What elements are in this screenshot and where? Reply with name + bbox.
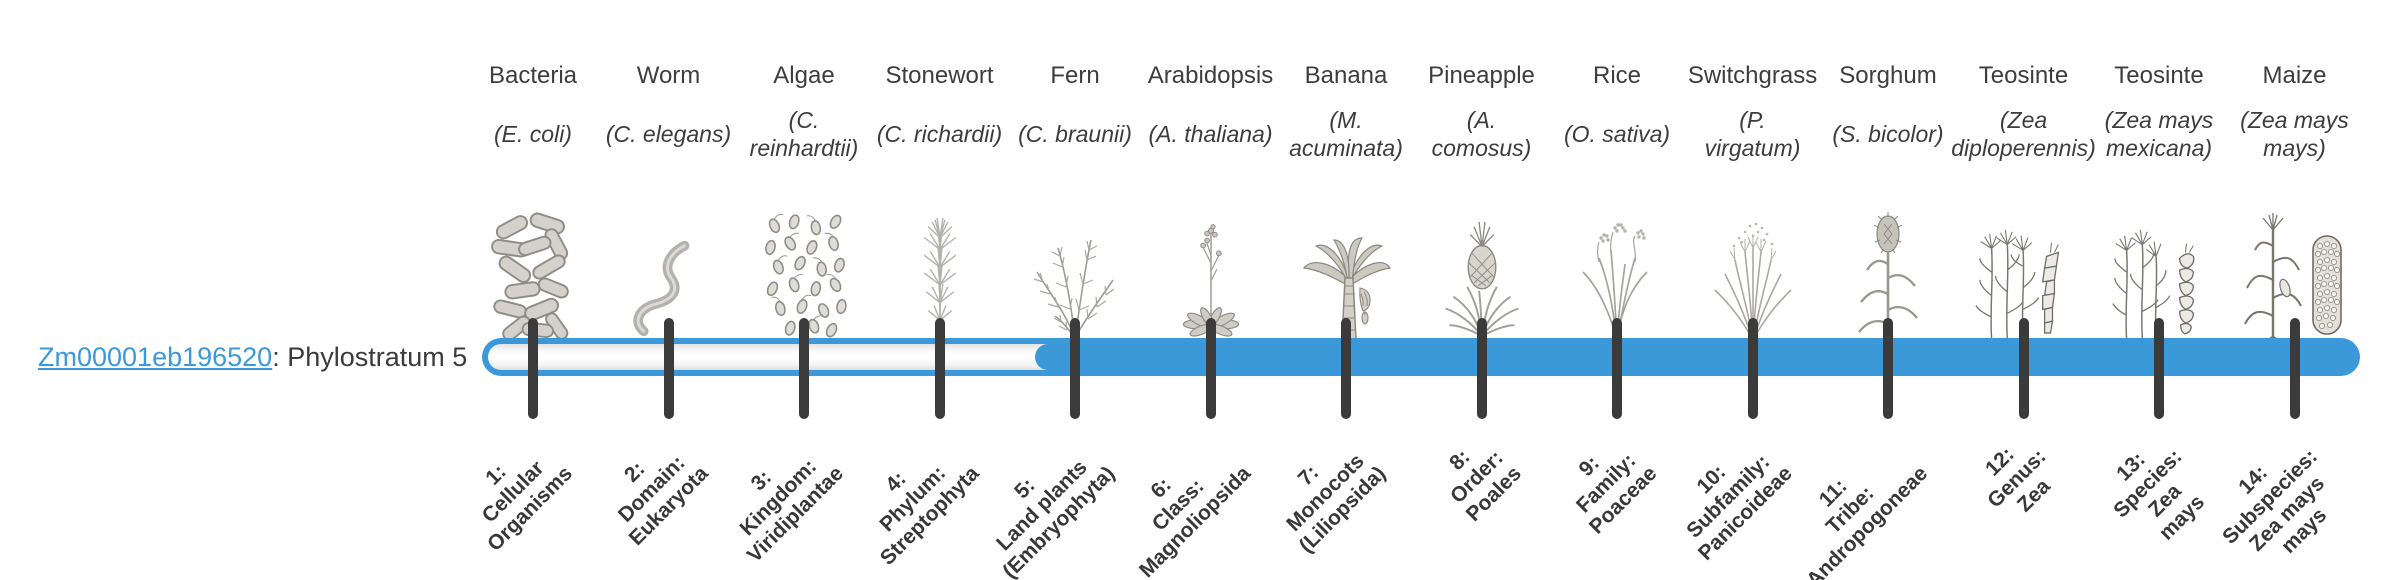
organism-name: Teosinte — [2114, 62, 2204, 89]
organism-column-14: Maize (Zea mays mays) — [2227, 62, 2363, 340]
organism-latin-name: (P. virgatum) — [1704, 107, 1801, 161]
organism-name: Maize — [2262, 62, 2327, 89]
organism-name: Teosinte — [1978, 62, 2069, 89]
phylostratum-label-12: 12: Genus: Zea — [1981, 442, 2055, 517]
phylostratum-tick-4 — [934, 318, 945, 419]
organism-column-5: Fern (C. braunii) — [1007, 62, 1143, 340]
organism-column-13: Teosinte (Zea mays mexicana) — [2091, 62, 2227, 340]
organism-column-8: Pineapple (A. comosus) — [1414, 62, 1550, 340]
organism-column-10: Switchgrass (P. virgatum) — [1685, 62, 1821, 340]
organism-name: Pineapple — [1428, 62, 1535, 89]
organism-name: Algae — [773, 62, 835, 89]
organism-latin-name: (Zea mays mays) — [2240, 107, 2349, 161]
phylostratum-tick-7 — [1341, 318, 1351, 419]
gene-label: Zm00001eb196520: Phylostratum 5 — [38, 342, 467, 372]
teosinte-icon — [1974, 229, 2059, 339]
teosinte1-illustration — [1944, 178, 2104, 340]
phylostratum-tick-10 — [1747, 318, 1758, 419]
phylostratum-label-5: 5: Land plants (Embryophyta) — [991, 455, 1120, 580]
organism-name: Bacteria — [488, 62, 578, 89]
worm-illustration — [589, 178, 749, 340]
phylostratum-label-11: 11: Tribe: Andropogoneae — [1802, 461, 1933, 580]
organism-latin-name: (M. acuminata) — [1289, 107, 1403, 161]
organism-latin-name: (E. coli) — [494, 121, 572, 147]
phylostratum-bar-track — [482, 338, 2360, 376]
organism-column-4: Stonewort (C. richardii) — [872, 62, 1008, 340]
phylostratum-bar-fill — [1035, 344, 2355, 370]
organism-latin-name: (A. comosus) — [1431, 107, 1532, 161]
organism-column-3: Algae (C. reinhardtii) — [736, 62, 872, 340]
algae-illustration — [724, 178, 884, 340]
phylostratum-tick-2 — [663, 318, 674, 419]
organism-latin-name: (C. elegans) — [605, 121, 732, 147]
phylostratum-tick-13 — [2154, 318, 2164, 419]
organism-name: Sorghum — [1839, 62, 1937, 89]
phylostratum-tick-5 — [1070, 318, 1080, 419]
phylostratum-label-3: 3: Kingdom: Viridiplantae — [735, 454, 849, 567]
organism-latin-name: (C. braunii) — [1018, 121, 1132, 147]
organism-name: Worm — [636, 62, 701, 89]
organism-latin-name: (Zea mays mexicana) — [2104, 107, 2214, 161]
maize-illustration — [2215, 178, 2375, 340]
phylostratum-label-7: 7: Monocots (Liliopsida) — [1282, 449, 1391, 558]
phylostratum-label-8: 8: Order: Poales — [1444, 445, 1526, 527]
organism-latin-name: (S. bicolor) — [1832, 121, 1944, 147]
organism-name: Stonewort — [885, 62, 994, 89]
gene-phylostratum-text: : Phylostratum 5 — [272, 342, 468, 372]
organism-name: Banana — [1304, 62, 1388, 89]
phylostratum-label-13: 13: Species: Zea mays — [2108, 444, 2209, 545]
organism-column-2: Worm (C. elegans) — [601, 62, 737, 340]
organism-column-1: Bacteria (E. coli) — [465, 62, 601, 340]
organism-name: Arabidopsis — [1147, 62, 1274, 89]
organism-latin-name: (O. sativa) — [1563, 121, 1671, 147]
organism-latin-name: (A. thaliana) — [1148, 121, 1273, 147]
organism-column-9: Rice (O. sativa) — [1549, 62, 1685, 340]
bacteria-icon — [491, 212, 569, 340]
organism-latin-name: (Zea diploperennis) — [1951, 107, 2096, 161]
maize-icon — [2243, 213, 2342, 340]
phylostratum-label-1: 1: Cellular Organisms — [477, 456, 578, 556]
teosinte-icon — [2112, 229, 2195, 339]
teosinte2-illustration — [2079, 178, 2239, 340]
organism-column-7: Banana (M. acuminata) — [1278, 62, 1414, 340]
phylostratum-tick-3 — [799, 318, 809, 419]
phylostratum-tick-6 — [1205, 318, 1216, 419]
organism-column-6: Arabidopsis (A. thaliana) — [1143, 62, 1279, 340]
phylostratum-label-2: 2: Domain: Eukaryota — [613, 451, 713, 550]
gene-id-link[interactable]: Zm00001eb196520 — [38, 342, 273, 372]
algae-icon — [765, 213, 847, 338]
bacteria-illustration — [453, 178, 613, 340]
phylostratum-label-6: 6: Class: Magnoliopsida — [1134, 461, 1255, 580]
phylostratum-tick-9 — [1612, 318, 1622, 419]
organism-column-11: Sorghum (S. bicolor) — [1820, 62, 1956, 340]
phylostratum-tick-12 — [2018, 318, 2029, 419]
phylostratum-tick-8 — [1476, 318, 1487, 419]
organism-name: Switchgrass — [1687, 62, 1818, 89]
organism-name: Rice — [1592, 62, 1641, 89]
organism-column-12: Teosinte (Zea diploperennis) — [1951, 62, 2096, 340]
phylostratum-tick-14 — [2289, 318, 2300, 419]
organism-latin-name: (C. reinhardtii) — [749, 107, 859, 161]
phylostratum-label-14: 14: Subspecies: Zea mays mays — [2217, 444, 2331, 558]
worm-icon — [632, 240, 689, 337]
organism-latin-name: (C. richardii) — [876, 121, 1003, 147]
organism-name: Fern — [1050, 62, 1100, 89]
phylostratum-tick-11 — [1883, 318, 1893, 419]
phylostratum-label-4: 4: Phylum: Streptophyta — [875, 461, 984, 570]
phylostratum-label-9: 9: Family: Poaceae — [1571, 449, 1662, 539]
phylostratum-tick-1 — [528, 318, 538, 419]
